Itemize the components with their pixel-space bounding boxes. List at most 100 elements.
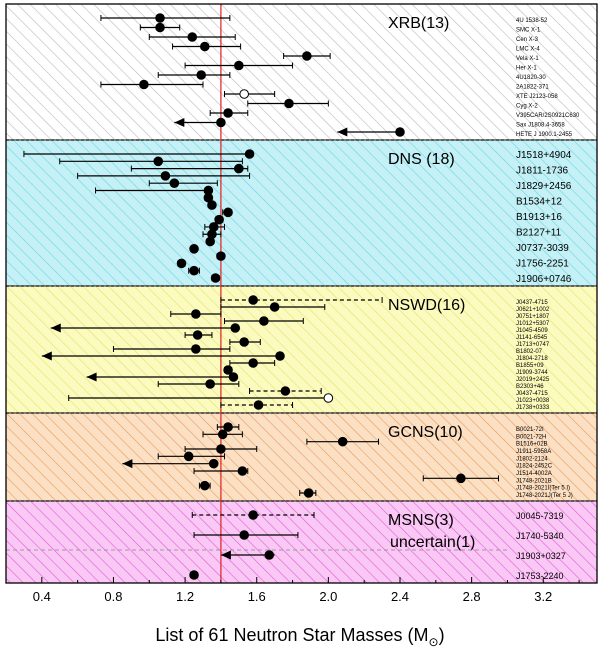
star-name-label: J1514-4002A bbox=[516, 471, 552, 477]
x-tick-label: 0.4 bbox=[33, 589, 51, 604]
star-name-label: J1738+0333 bbox=[516, 405, 550, 411]
panel-background bbox=[5, 412, 598, 502]
panel-label: GCNS(10) bbox=[388, 424, 463, 441]
star-1-8: B1913+16 bbox=[222, 207, 562, 223]
star-name-label: Sax J1808.4-3658 bbox=[516, 123, 565, 129]
star-4-2: J1903+0327 bbox=[220, 550, 566, 561]
star-3-8: J1748-2021I(Ter 5 I) bbox=[198, 480, 570, 492]
mass-marker bbox=[208, 458, 219, 469]
star-3-0: B0021-72I bbox=[216, 422, 544, 433]
star-1-1 bbox=[59, 156, 243, 167]
mass-marker bbox=[223, 422, 233, 432]
star-3-2: B1516+02B bbox=[306, 436, 548, 448]
panel-label: XRB(13) bbox=[388, 15, 449, 32]
star-1-9 bbox=[214, 214, 224, 225]
star-2-9: B1855+09 bbox=[229, 358, 544, 369]
star-2-14: J1023+0038 bbox=[68, 393, 550, 404]
mass-marker bbox=[223, 108, 233, 118]
star-0-10: V395CAR/2S0921C630 bbox=[209, 108, 580, 119]
star-name-label: J1756-2251 bbox=[516, 259, 569, 270]
mass-marker bbox=[248, 295, 258, 305]
panel-sublabel: uncertain(1) bbox=[390, 534, 475, 551]
mass-marker bbox=[199, 480, 210, 491]
mass-marker bbox=[456, 473, 466, 484]
star-name-label: J2019+2425 bbox=[516, 377, 550, 383]
x-axis: 0.4 0.8 1.2 1.6 2.0 2.4 2.8 3.2 bbox=[5, 577, 580, 604]
mass-marker bbox=[183, 451, 194, 462]
star-3-3: J1911-5958A bbox=[184, 444, 551, 455]
upper-limit-arrow bbox=[220, 550, 231, 560]
star-0-1: SMC X-1 bbox=[139, 22, 541, 34]
mass-marker bbox=[189, 244, 199, 254]
mass-marker bbox=[199, 41, 210, 52]
star-3-7: J1748-2021B bbox=[422, 473, 552, 484]
star-name-label: V395CAR/2S0921C630 bbox=[516, 113, 580, 119]
panel-background bbox=[5, 3, 598, 141]
panel-2: NSWD(16) bbox=[5, 285, 598, 414]
star-2-8: J1804-2718 bbox=[41, 351, 548, 362]
star-0-8: XTE J2123-058 bbox=[223, 89, 558, 100]
panel-3: GCNS(10) bbox=[5, 412, 598, 502]
star-name-label: Vela X-1 bbox=[516, 56, 539, 62]
star-1-4: J1829+2456 bbox=[148, 178, 572, 192]
panel-background bbox=[5, 139, 598, 287]
star-2-5: J1141-6545 bbox=[184, 330, 548, 341]
star-name-label: J1804-2718 bbox=[516, 356, 548, 362]
star-name-label: J1713+0747 bbox=[516, 342, 550, 348]
star-name-label: J1824-2452C bbox=[516, 464, 553, 470]
star-name-label: LMC X-4 bbox=[516, 47, 540, 53]
x-tick-label: 0.8 bbox=[104, 589, 122, 604]
star-2-1: J0621+1002 bbox=[220, 302, 550, 313]
star-name-label: J1023+0038 bbox=[516, 398, 550, 404]
mass-marker bbox=[217, 429, 228, 440]
mass-marker bbox=[248, 510, 258, 520]
star-0-5: Her X-1 bbox=[184, 60, 537, 72]
star-3-6: J1514-4002A bbox=[193, 466, 552, 477]
mass-marker bbox=[205, 379, 215, 389]
panel-4: MSNS(3) uncertain(1) bbox=[5, 500, 598, 584]
mass-marker bbox=[275, 351, 285, 361]
mass-marker bbox=[189, 570, 199, 580]
open-mass-marker bbox=[323, 393, 334, 403]
star-1-0: J1518+4904 bbox=[23, 149, 572, 161]
upper-limit-arrow bbox=[50, 323, 61, 333]
star-2-11: J2019+2425 bbox=[86, 372, 550, 383]
star-name-label: SMC X-1 bbox=[516, 28, 541, 34]
star-1-10: B2127+11 bbox=[204, 222, 562, 239]
mass-marker bbox=[189, 265, 199, 276]
mass-marker bbox=[153, 156, 164, 167]
star-0-9: Cyg X-2 bbox=[247, 98, 538, 110]
star-name-label: B2303+46 bbox=[516, 384, 544, 390]
star-2-3: J1012+5307 bbox=[223, 316, 550, 327]
star-1-16: J1906+0746 bbox=[188, 265, 572, 285]
mass-marker bbox=[264, 550, 275, 560]
star-3-5: J1824-2452C bbox=[122, 458, 553, 470]
star-name-label: J1748-2021J(Ter 5 J) bbox=[516, 493, 573, 499]
panel-label: NSWD(16) bbox=[388, 297, 465, 314]
star-name-label: 4U1820-30 bbox=[516, 75, 546, 81]
star-name-label: J0737-3039 bbox=[516, 243, 569, 254]
mass-marker bbox=[234, 60, 244, 71]
mass-marker bbox=[169, 178, 180, 188]
star-0-11: Sax J1808.4-3658 bbox=[174, 117, 565, 129]
panel-background bbox=[5, 285, 598, 414]
star-4-1: J1740-5340 bbox=[193, 530, 564, 541]
star-0-3: LMC X-4 bbox=[172, 41, 540, 53]
star-name-label: XTE J2123-058 bbox=[516, 94, 558, 100]
open-mass-marker bbox=[239, 89, 249, 99]
mass-marker bbox=[269, 302, 280, 312]
mass-marker bbox=[337, 436, 348, 447]
mass-marker bbox=[191, 309, 201, 319]
star-4-0: J0045-7319 bbox=[191, 510, 564, 521]
mass-marker bbox=[228, 372, 239, 382]
mass-marker bbox=[216, 444, 226, 454]
star-3-1: B0021-72H bbox=[202, 429, 546, 440]
star-name-label: J0621+1002 bbox=[516, 307, 550, 313]
upper-limit-arrow bbox=[86, 372, 97, 382]
panel-0: XRB(13) bbox=[5, 3, 598, 141]
mass-marker bbox=[205, 236, 215, 247]
star-name-label: B0021-72H bbox=[516, 434, 546, 440]
star-1-3 bbox=[77, 171, 251, 181]
star-1-13 bbox=[189, 244, 199, 254]
mass-marker bbox=[234, 163, 244, 174]
